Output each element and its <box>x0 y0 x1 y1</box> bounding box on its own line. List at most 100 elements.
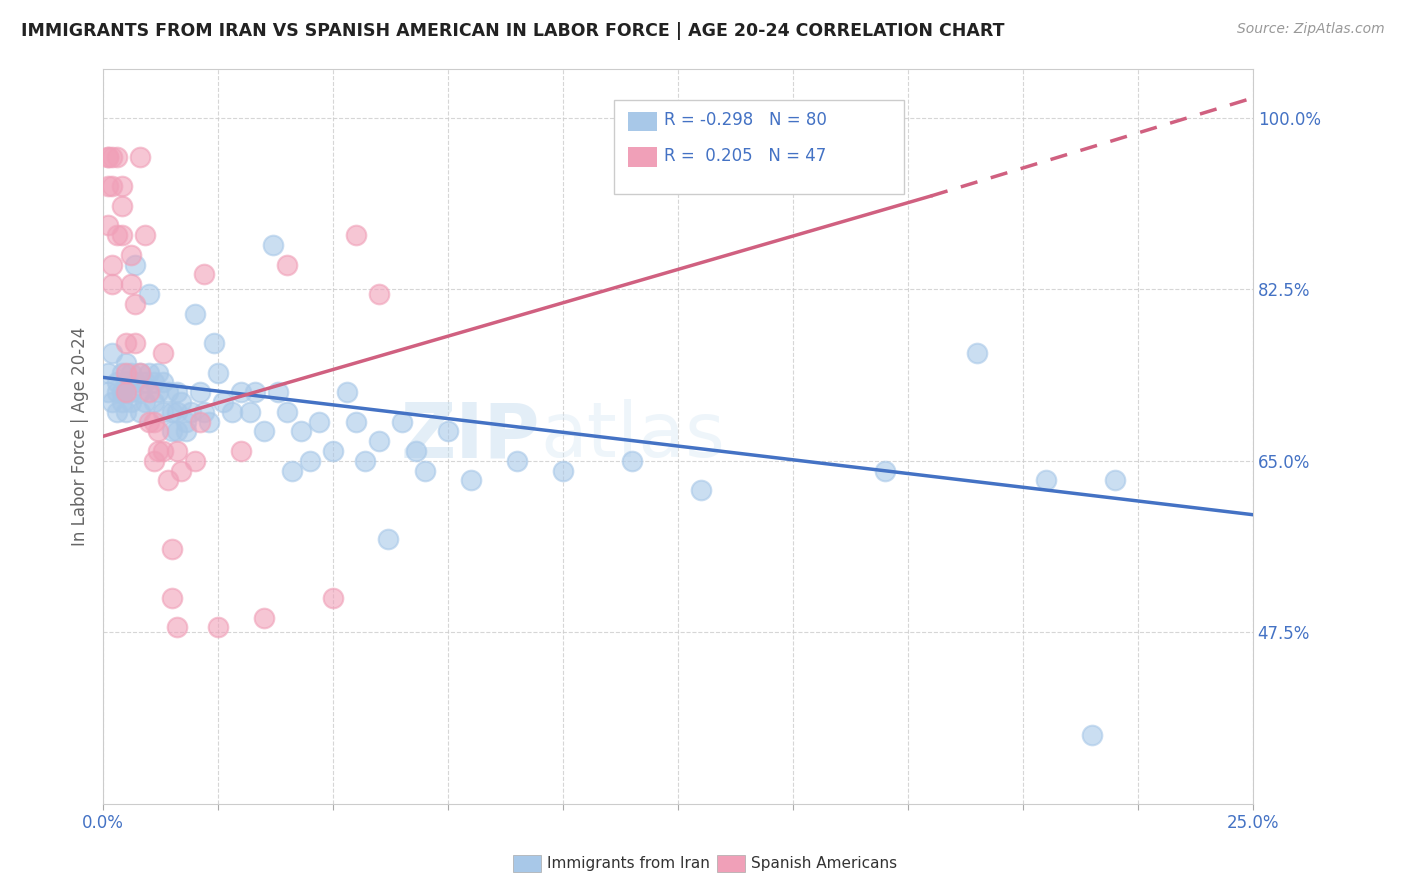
Point <box>120 366 142 380</box>
Point <box>299 454 322 468</box>
Point <box>97 150 120 164</box>
Point <box>156 385 179 400</box>
Point <box>115 385 138 400</box>
Y-axis label: In Labor Force | Age 20-24: In Labor Force | Age 20-24 <box>72 326 89 546</box>
Point <box>166 425 188 439</box>
Point <box>138 287 160 301</box>
Point <box>148 444 170 458</box>
Point <box>160 591 183 605</box>
Point <box>110 228 132 243</box>
Point <box>188 415 211 429</box>
Point <box>280 464 302 478</box>
Point <box>377 533 399 547</box>
Point <box>336 385 359 400</box>
Point <box>160 541 183 556</box>
Point <box>101 258 124 272</box>
Point <box>148 385 170 400</box>
Point <box>229 444 252 458</box>
Point <box>105 228 128 243</box>
Point <box>179 405 201 419</box>
Point <box>267 385 290 400</box>
Point <box>160 425 183 439</box>
Point <box>322 444 344 458</box>
Point <box>166 405 188 419</box>
Point <box>243 385 266 400</box>
Point <box>344 228 367 243</box>
Point <box>344 415 367 429</box>
Point <box>620 454 643 468</box>
Point <box>184 454 207 468</box>
Point <box>221 405 243 419</box>
Point <box>152 405 174 419</box>
Point <box>1104 474 1126 488</box>
Text: R =  0.205   N = 47: R = 0.205 N = 47 <box>664 147 825 165</box>
Point <box>142 376 165 390</box>
Point <box>148 425 170 439</box>
Point <box>101 150 124 164</box>
Point <box>115 405 138 419</box>
Point <box>115 356 138 370</box>
Point <box>193 268 215 282</box>
Point <box>276 258 298 272</box>
Point <box>188 385 211 400</box>
Point <box>110 366 132 380</box>
Point <box>229 385 252 400</box>
Point <box>368 434 391 449</box>
Point <box>101 346 124 360</box>
Point <box>322 591 344 605</box>
Point <box>138 366 160 380</box>
Text: R = -0.298   N = 80: R = -0.298 N = 80 <box>664 112 827 129</box>
Point <box>207 366 229 380</box>
Point <box>193 405 215 419</box>
Text: atlas: atlas <box>540 400 725 474</box>
Text: Immigrants from Iran: Immigrants from Iran <box>547 856 710 871</box>
Point <box>115 366 138 380</box>
Point <box>97 385 120 400</box>
Point <box>105 385 128 400</box>
Point <box>115 336 138 351</box>
Point <box>253 610 276 624</box>
Point <box>101 277 124 292</box>
Point <box>142 454 165 468</box>
Point <box>97 179 120 194</box>
Point <box>966 346 988 360</box>
Text: IMMIGRANTS FROM IRAN VS SPANISH AMERICAN IN LABOR FORCE | AGE 20-24 CORRELATION : IMMIGRANTS FROM IRAN VS SPANISH AMERICAN… <box>21 22 1005 40</box>
Point <box>506 454 529 468</box>
Point <box>138 415 160 429</box>
Point <box>184 307 207 321</box>
Point <box>368 287 391 301</box>
Point <box>1081 728 1104 742</box>
Point <box>142 415 165 429</box>
Point <box>120 277 142 292</box>
Point <box>124 297 146 311</box>
Point <box>129 385 152 400</box>
Point <box>413 464 436 478</box>
Point <box>166 385 188 400</box>
Point <box>148 366 170 380</box>
Point <box>405 444 427 458</box>
Point <box>156 474 179 488</box>
Point <box>207 620 229 634</box>
Point <box>690 483 713 498</box>
Point <box>115 376 138 390</box>
Text: Spanish Americans: Spanish Americans <box>751 856 897 871</box>
Point <box>437 425 460 439</box>
Point <box>551 464 574 478</box>
Point <box>110 395 132 409</box>
Point <box>391 415 413 429</box>
Point <box>290 425 312 439</box>
Point <box>202 336 225 351</box>
Point <box>124 336 146 351</box>
Point <box>174 425 197 439</box>
Point <box>134 395 156 409</box>
Point <box>239 405 262 419</box>
Point <box>134 376 156 390</box>
Point <box>211 395 233 409</box>
Point <box>460 474 482 488</box>
Point <box>110 199 132 213</box>
Point <box>120 395 142 409</box>
Text: ZIP: ZIP <box>401 400 540 474</box>
Point <box>262 238 284 252</box>
Point <box>276 405 298 419</box>
Point <box>308 415 330 429</box>
